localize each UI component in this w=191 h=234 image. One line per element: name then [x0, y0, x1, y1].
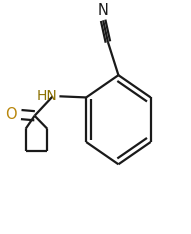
Text: HN: HN [36, 89, 57, 103]
Text: O: O [5, 107, 17, 122]
Text: N: N [98, 3, 108, 18]
